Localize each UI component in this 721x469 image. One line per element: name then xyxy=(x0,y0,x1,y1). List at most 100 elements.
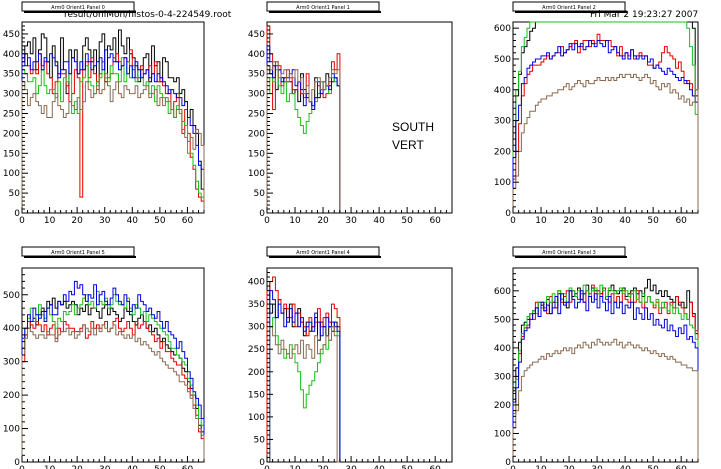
y-tick-label: 400 xyxy=(3,50,20,60)
title-box-shadow xyxy=(515,256,627,258)
y-tick-label: 250 xyxy=(248,345,265,355)
y-tick-label: 100 xyxy=(3,169,20,179)
series-brown xyxy=(267,326,340,463)
y-tick-label: 0 xyxy=(505,458,511,468)
series-brown xyxy=(266,61,341,213)
y-tick-label: 500 xyxy=(3,291,20,301)
y-tick-label: 100 xyxy=(494,178,511,188)
x-tick-label: 40 xyxy=(373,216,385,226)
y-tick-label: 300 xyxy=(494,372,511,382)
histogram-title: Arm0 Orient1 Panel 5 xyxy=(51,250,105,256)
y-tick-label: 0 xyxy=(14,209,20,219)
y-tick-label: 400 xyxy=(248,278,265,288)
y-tick-label: 200 xyxy=(3,391,20,401)
y-tick-label: 50 xyxy=(9,189,21,199)
y-tick-label: 200 xyxy=(494,147,511,157)
x-tick-label: 30 xyxy=(345,465,357,469)
x-tick-label: 20 xyxy=(563,465,575,469)
y-tick-label: 250 xyxy=(3,110,20,120)
y-tick-label: 0 xyxy=(259,458,265,468)
series-blue xyxy=(512,40,699,213)
x-tick-label: 20 xyxy=(71,465,83,469)
y-tick-label: 0 xyxy=(259,209,265,219)
y-tick-label: 0 xyxy=(505,209,511,219)
x-tick-label: 30 xyxy=(591,465,603,469)
x-tick-label: 0 xyxy=(19,465,25,469)
series-brown xyxy=(21,324,205,462)
x-tick-label: 10 xyxy=(289,216,301,226)
x-tick-label: 10 xyxy=(535,465,547,469)
y-tick-label: 300 xyxy=(248,323,265,333)
x-tick-label: 60 xyxy=(675,216,687,226)
series-blue xyxy=(512,290,699,462)
y-tick-label: 350 xyxy=(248,70,265,80)
vert-label: VERT xyxy=(392,138,424,152)
x-tick-label: 0 xyxy=(510,465,516,469)
plot-frame xyxy=(512,267,699,463)
y-tick-label: 600 xyxy=(494,287,511,297)
y-tick-label: 150 xyxy=(248,390,265,400)
x-tick-label: 50 xyxy=(401,216,413,226)
x-tick-label: 0 xyxy=(264,216,270,226)
y-tick-label: 300 xyxy=(248,90,265,100)
y-tick-label: 100 xyxy=(248,169,265,179)
x-tick-label: 30 xyxy=(99,465,111,469)
datetime-label: Fri Mar 2 19:23:27 2007 xyxy=(590,10,699,20)
x-tick-label: 40 xyxy=(127,465,139,469)
y-tick-label: 200 xyxy=(494,401,511,411)
y-tick-label: 350 xyxy=(3,70,20,80)
x-tick-label: 60 xyxy=(675,465,687,469)
y-tick-label: 600 xyxy=(494,24,511,34)
y-tick-label: 400 xyxy=(3,324,20,334)
histogram-title: Arm0 Orient1 Panel 3 xyxy=(542,250,596,256)
plot-frame xyxy=(512,21,699,214)
x-tick-label: 0 xyxy=(264,465,270,469)
x-tick-label: 0 xyxy=(19,216,25,226)
x-tick-label: 60 xyxy=(429,216,441,226)
series-green xyxy=(267,317,341,463)
y-tick-label: 50 xyxy=(254,435,266,445)
x-tick-label: 30 xyxy=(345,216,357,226)
y-tick-label: 250 xyxy=(248,110,265,120)
y-tick-label: 300 xyxy=(494,117,511,127)
title-box-shadow xyxy=(515,11,627,13)
y-tick-label: 200 xyxy=(248,129,265,139)
x-tick-label: 50 xyxy=(647,465,659,469)
x-tick-label: 10 xyxy=(44,216,56,226)
y-tick-label: 400 xyxy=(248,50,265,60)
y-tick-label: 500 xyxy=(494,315,511,325)
x-tick-label: 20 xyxy=(317,216,329,226)
histogram-pad-1: Arm0 Orient1 Panel 1 0 10 20 30 40 50 60 0 50 100 1… xyxy=(248,1,453,226)
y-tick-label: 300 xyxy=(3,90,20,100)
x-tick-label: 30 xyxy=(99,216,111,226)
x-tick-label: 20 xyxy=(71,216,83,226)
y-tick-label: 350 xyxy=(248,300,265,310)
title-box-shadow xyxy=(24,256,136,258)
histogram-pad-4: Arm0 Orient1 Panel 4 0 10 20 30 40 50 60 0 50 100 1… xyxy=(248,246,453,469)
file-path-label: result/onlMon/histos-0-4-224549.root xyxy=(64,10,232,20)
histogram-pad-3: Arm0 Orient1 Panel 5 0 10 20 30 40 50 60 0 100 200… xyxy=(3,246,205,469)
y-tick-label: 200 xyxy=(248,368,265,378)
histogram-pad-2: Arm0 Orient1 Panel 20 10 20 30 40 50 600100200… xyxy=(494,1,699,226)
x-tick-label: 50 xyxy=(154,465,166,469)
y-tick-label: 450 xyxy=(248,30,265,40)
y-tick-label: 150 xyxy=(248,149,265,159)
x-tick-label: 50 xyxy=(647,216,659,226)
x-tick-label: 10 xyxy=(289,465,301,469)
y-tick-label: 100 xyxy=(494,429,511,439)
y-tick-label: 450 xyxy=(3,30,20,40)
x-tick-label: 50 xyxy=(154,216,166,226)
y-tick-label: 400 xyxy=(494,344,511,354)
x-tick-label: 0 xyxy=(510,216,516,226)
x-tick-label: 50 xyxy=(401,465,413,469)
y-tick-label: 200 xyxy=(3,129,20,139)
x-tick-label: 40 xyxy=(619,216,631,226)
x-tick-label: 60 xyxy=(182,216,194,226)
x-tick-label: 10 xyxy=(535,216,547,226)
south-label: SOUTH xyxy=(392,120,434,134)
histogram-title: Arm0 Orient1 Panel 1 xyxy=(296,5,350,11)
histogram-title: Arm0 Orient1 Panel 0 xyxy=(51,5,105,11)
plot-frame xyxy=(266,267,453,463)
histogram-pad-5: Arm0 Orient1 Panel 301020304050600100200… xyxy=(494,246,699,469)
x-tick-label: 10 xyxy=(44,465,56,469)
